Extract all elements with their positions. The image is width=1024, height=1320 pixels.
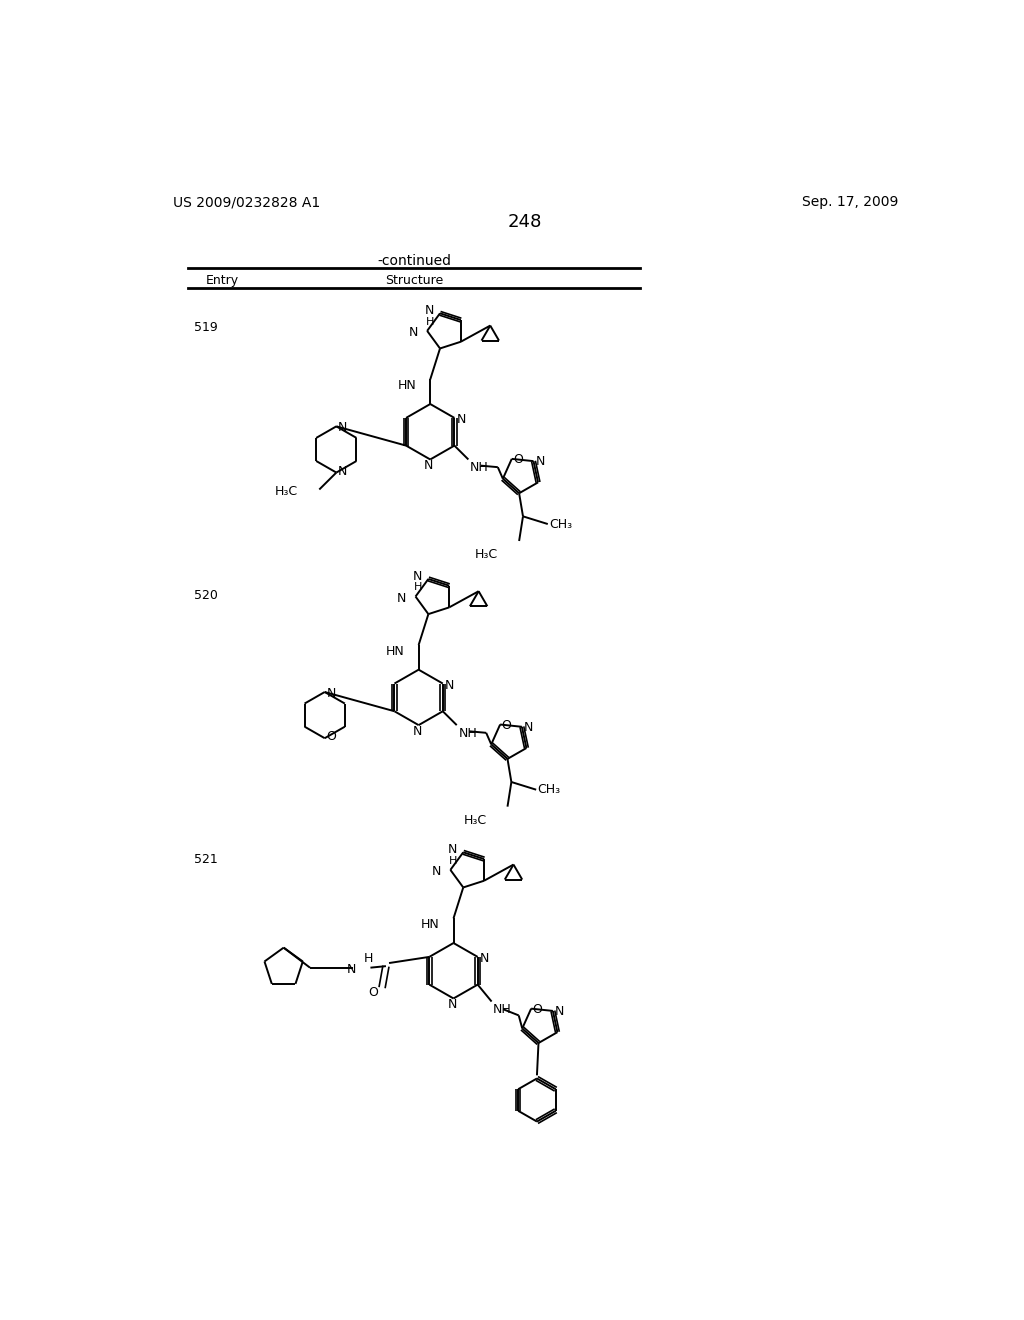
Text: O: O bbox=[327, 730, 336, 743]
Text: N: N bbox=[555, 1006, 564, 1018]
Text: N: N bbox=[347, 962, 356, 975]
Text: H: H bbox=[414, 582, 422, 593]
Text: H₃C: H₃C bbox=[274, 484, 298, 498]
Text: HN: HN bbox=[386, 644, 404, 657]
Text: HN: HN bbox=[397, 379, 417, 392]
Text: N: N bbox=[409, 326, 418, 339]
Text: N: N bbox=[524, 721, 534, 734]
Text: -continued: -continued bbox=[378, 253, 452, 268]
Text: O: O bbox=[368, 986, 378, 999]
Text: Entry: Entry bbox=[206, 273, 239, 286]
Text: 520: 520 bbox=[194, 589, 218, 602]
Text: Structure: Structure bbox=[386, 273, 443, 286]
Text: 519: 519 bbox=[194, 321, 218, 334]
Text: N: N bbox=[397, 591, 407, 605]
Text: NH: NH bbox=[459, 726, 477, 739]
Text: US 2009/0232828 A1: US 2009/0232828 A1 bbox=[173, 195, 321, 210]
Text: H: H bbox=[426, 317, 434, 326]
Text: N: N bbox=[424, 459, 433, 473]
Text: NH: NH bbox=[494, 1003, 512, 1016]
Text: N: N bbox=[480, 952, 489, 965]
Text: HN: HN bbox=[421, 917, 439, 931]
Text: H₃C: H₃C bbox=[464, 814, 486, 828]
Text: N: N bbox=[536, 455, 545, 469]
Text: 248: 248 bbox=[508, 214, 542, 231]
Text: O: O bbox=[513, 453, 523, 466]
Text: N: N bbox=[447, 998, 457, 1011]
Text: N: N bbox=[327, 686, 336, 700]
Text: N: N bbox=[413, 570, 422, 583]
Text: N: N bbox=[445, 678, 455, 692]
Text: N: N bbox=[447, 843, 457, 857]
Text: N: N bbox=[424, 305, 434, 318]
Text: N: N bbox=[338, 465, 347, 478]
Text: H: H bbox=[365, 952, 374, 965]
Text: O: O bbox=[532, 1003, 543, 1016]
Text: CH₃: CH₃ bbox=[538, 783, 561, 796]
Text: N: N bbox=[338, 421, 347, 434]
Text: N: N bbox=[457, 413, 466, 426]
Text: N: N bbox=[432, 865, 441, 878]
Text: NH: NH bbox=[470, 461, 488, 474]
Text: 521: 521 bbox=[194, 853, 218, 866]
Text: N: N bbox=[413, 725, 422, 738]
Text: CH₃: CH₃ bbox=[549, 517, 572, 531]
Text: H₃C: H₃C bbox=[475, 548, 499, 561]
Text: O: O bbox=[502, 719, 512, 731]
Text: Sep. 17, 2009: Sep. 17, 2009 bbox=[802, 195, 899, 210]
Text: H: H bbox=[449, 855, 458, 866]
